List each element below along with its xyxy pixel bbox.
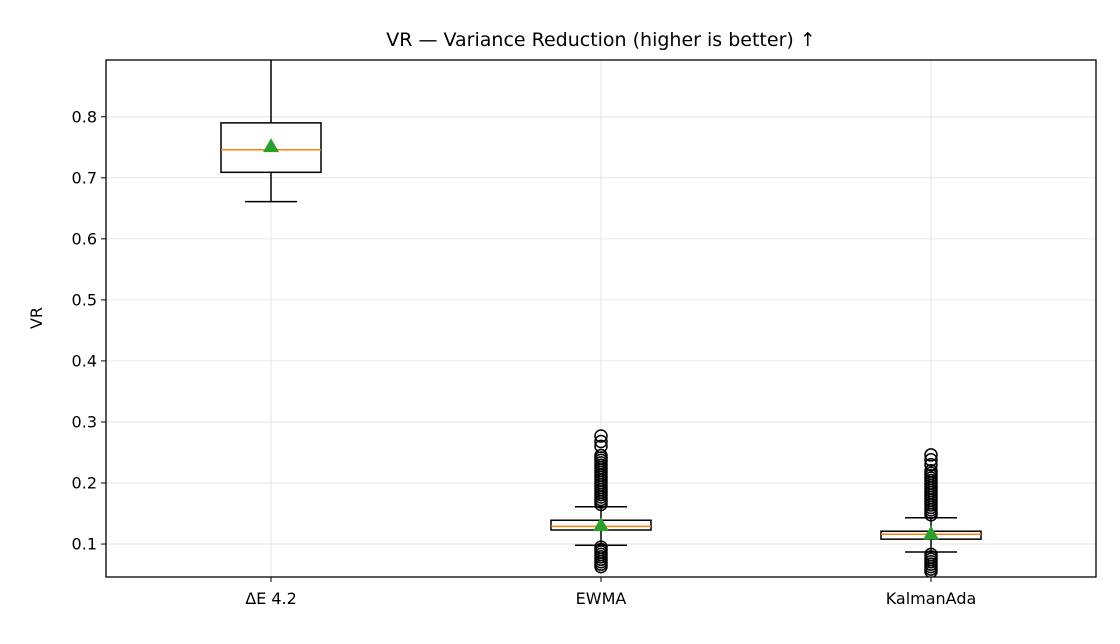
y-tick-label: 0.2 <box>72 474 97 493</box>
mean-marker <box>593 517 609 532</box>
outlier-point <box>594 439 608 454</box>
outlier-point <box>594 540 608 554</box>
plot-frame <box>105 59 1097 578</box>
y-tick-label: 0.5 <box>72 290 97 309</box>
y-tick-label: 0.8 <box>72 107 97 126</box>
y-tick-label: 0.3 <box>72 412 97 431</box>
mean-marker <box>263 138 279 153</box>
outlier-point <box>594 448 608 463</box>
x-tick-label: ΔE 4.2 <box>245 589 297 608</box>
x-tick-label: EWMA <box>576 589 627 608</box>
y-tick-label: 0.7 <box>72 168 97 187</box>
outlier-point <box>594 429 608 443</box>
outlier-point <box>594 434 608 449</box>
y-axis-label: VR <box>27 307 46 329</box>
outlier-point <box>924 464 938 478</box>
y-tick-label: 0.1 <box>72 535 97 554</box>
x-tick-label: KalmanAda <box>886 589 977 608</box>
outlier-point <box>924 453 938 467</box>
mean-marker <box>923 525 939 540</box>
outlier-point <box>924 457 938 472</box>
chart-title: VR — Variance Reduction (higher is bette… <box>386 29 816 51</box>
outlier-point <box>924 547 938 562</box>
outlier-point <box>924 448 938 462</box>
y-tick-label: 0.4 <box>72 351 97 370</box>
y-tick-label: 0.6 <box>72 229 97 248</box>
